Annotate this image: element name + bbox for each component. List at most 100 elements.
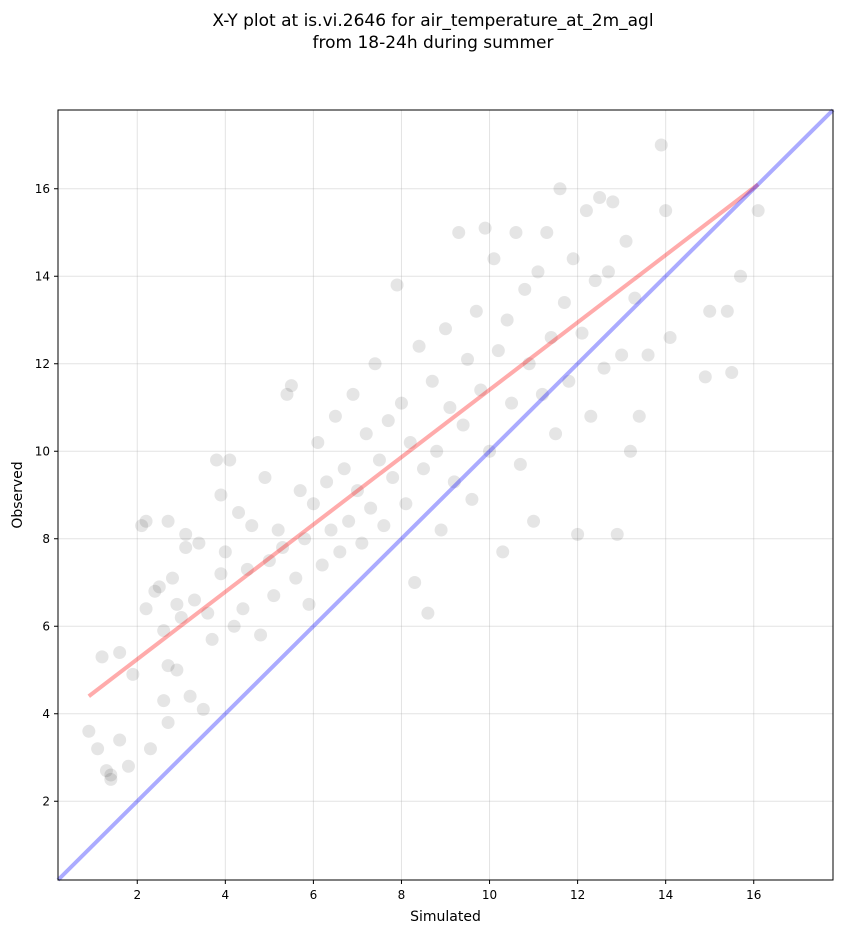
data-point: [320, 475, 334, 489]
data-point: [593, 191, 607, 204]
data-point: [161, 659, 175, 673]
data-point: [496, 545, 510, 559]
data-point: [610, 527, 624, 541]
data-point: [104, 768, 118, 782]
data-point: [170, 663, 184, 677]
y-tick-label: 6: [42, 619, 50, 633]
data-point: [606, 195, 620, 209]
data-point: [601, 265, 615, 279]
data-point: [183, 689, 197, 703]
y-tick-label: 16: [35, 182, 50, 196]
data-point: [218, 545, 232, 559]
chart-title: X-Y plot at is.vi.2646 for air_temperatu…: [0, 10, 843, 54]
data-point: [474, 383, 488, 397]
data-point: [381, 414, 395, 428]
data-point: [157, 624, 171, 638]
data-point: [566, 252, 580, 266]
data-point: [179, 541, 193, 554]
data-point: [619, 234, 633, 248]
data-point: [368, 357, 382, 371]
data-point: [355, 536, 369, 550]
data-point: [434, 523, 448, 537]
data-point: [518, 282, 532, 296]
data-point: [487, 252, 501, 266]
data-point: [386, 471, 400, 484]
data-point: [276, 541, 290, 554]
data-point: [161, 514, 175, 528]
data-point: [113, 733, 127, 747]
data-point: [452, 226, 466, 239]
data-point: [240, 562, 254, 576]
data-point: [267, 589, 281, 603]
data-point: [416, 462, 430, 476]
data-point: [439, 322, 452, 336]
data-point: [236, 602, 250, 616]
data-point: [148, 584, 162, 598]
data-point: [289, 571, 303, 585]
axis-ticks: 2 4 6 8 10 12 14 16 2 4 6 8 10 12 14 16: [35, 182, 762, 902]
data-point: [258, 471, 272, 484]
data-point: [513, 457, 527, 471]
chart-title-line-1: X-Y plot at is.vi.2646 for air_temperatu…: [212, 11, 654, 31]
data-point: [571, 527, 585, 541]
data-point: [262, 554, 276, 568]
data-point: [447, 475, 461, 489]
x-axis-label: Simulated: [410, 909, 481, 925]
y-tick-label: 10: [35, 444, 50, 458]
fit-lines: [56, 108, 835, 882]
x-tick-label: 8: [398, 888, 406, 902]
data-point: [535, 387, 549, 401]
data-point: [223, 453, 237, 467]
data-point: [104, 772, 118, 786]
data-point: [139, 514, 153, 528]
data-point: [324, 523, 338, 537]
data-point: [179, 527, 193, 541]
data-point: [632, 409, 646, 423]
x-tick-label: 6: [310, 888, 318, 902]
data-point: [403, 436, 417, 449]
data-point: [82, 724, 96, 738]
data-point: [659, 204, 673, 218]
data-point: [139, 602, 153, 616]
data-point: [641, 348, 655, 362]
data-point: [342, 514, 356, 528]
data-point: [170, 597, 184, 611]
data-point: [698, 370, 712, 384]
data-point: [500, 313, 514, 327]
data-point: [425, 374, 439, 388]
data-point: [298, 532, 312, 546]
data-point: [201, 606, 215, 620]
data-point: [720, 304, 734, 318]
data-point: [99, 764, 113, 778]
data-point: [302, 597, 316, 611]
data-point: [214, 567, 228, 581]
x-tick-label: 12: [570, 888, 585, 902]
data-point: [152, 580, 166, 594]
y-tick-label: 4: [42, 707, 50, 721]
data-point: [165, 571, 179, 585]
data-point: [461, 352, 475, 366]
data-point: [372, 453, 386, 467]
data-point: [579, 204, 593, 218]
y-tick-label: 12: [35, 357, 50, 371]
data-point: [623, 444, 637, 458]
data-point: [214, 488, 228, 502]
data-point: [588, 274, 602, 288]
data-point: [390, 278, 404, 292]
x-tick-label: 14: [658, 888, 673, 902]
data-point: [734, 269, 748, 283]
data-point: [703, 304, 717, 318]
data-point: [284, 379, 298, 393]
data-point: [549, 427, 563, 441]
data-point: [615, 348, 629, 362]
data-point: [531, 265, 545, 279]
data-point: [337, 462, 351, 476]
data-point: [478, 221, 492, 235]
data-point: [293, 484, 307, 498]
data-point: [210, 453, 224, 467]
x-tick-label: 10: [482, 888, 497, 902]
x-tick-label: 16: [746, 888, 761, 902]
data-point: [254, 628, 268, 642]
data-point: [522, 357, 536, 371]
data-point: [188, 593, 202, 607]
